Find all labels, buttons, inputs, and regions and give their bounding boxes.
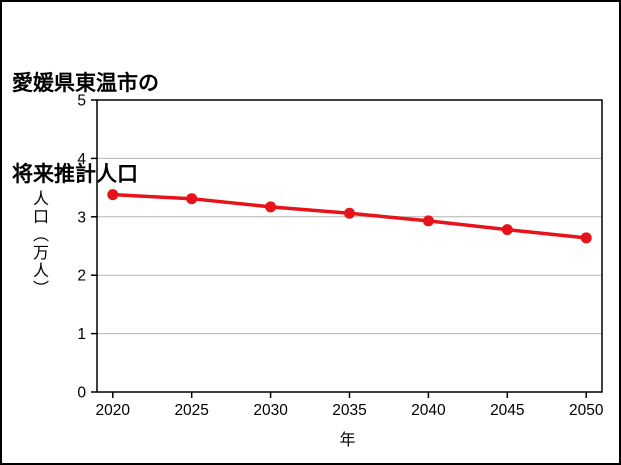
y-tick-label-0: 0: [77, 385, 86, 402]
y-tick-label-3: 3: [77, 209, 86, 226]
chart-title-line1: 愛媛県東温市の: [12, 71, 159, 95]
x-tick-label-2025: 2025: [174, 402, 208, 419]
data-point-2020: [107, 189, 119, 201]
y-tick-label-4: 4: [77, 151, 86, 168]
data-point-2025: [186, 193, 198, 205]
data-point-2045: [501, 224, 513, 236]
chart-title-line2: 将来推計人口: [12, 163, 138, 187]
plot-frame: [96, 99, 603, 393]
data-point-2050: [580, 232, 592, 244]
x-tick-label-2045: 2045: [490, 402, 524, 419]
x-tick-label-2020: 2020: [96, 402, 131, 419]
x-tick-label-2030: 2030: [253, 402, 288, 419]
y-axis-label: 人口（万人）: [30, 190, 47, 298]
y-tick-label-1: 1: [77, 326, 86, 343]
x-tick-label-2050: 2050: [569, 402, 604, 419]
data-point-2030: [265, 201, 277, 213]
y-tick-label-5: 5: [77, 93, 86, 110]
x-tick-label-2040: 2040: [411, 402, 446, 419]
data-point-2035: [344, 207, 355, 219]
data-point-2040: [422, 215, 434, 227]
y-tick-label-2: 2: [77, 268, 86, 285]
x-axis-label: 年: [339, 432, 356, 449]
chart-title: 愛媛県東温市の 将来推計人口: [12, 8, 159, 252]
x-tick-label-2035: 2035: [332, 402, 366, 419]
